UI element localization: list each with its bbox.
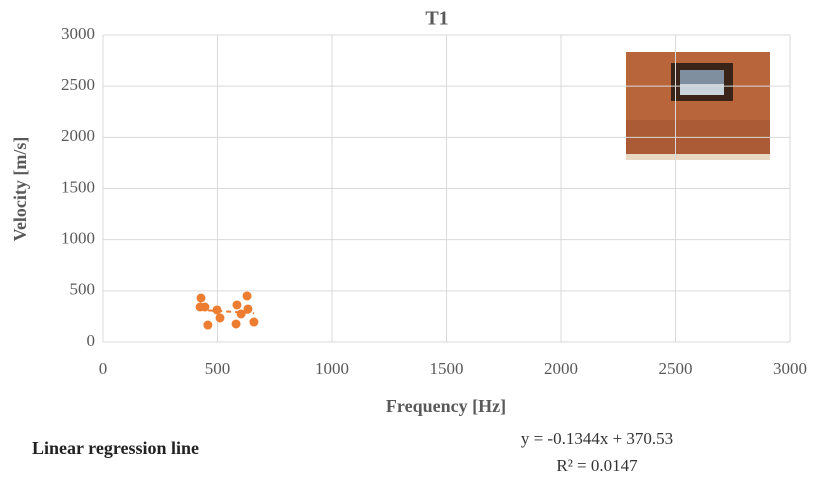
y-tick-label: 500 [70,280,96,299]
point [249,317,259,327]
x-axis-title: Frequency [Hz] [386,396,506,416]
x-tick-label: 1500 [430,359,464,378]
note: Linear regression line [32,438,199,458]
trend-line [199,308,255,315]
x-tick-label: 0 [99,359,108,378]
point [215,313,225,323]
point [203,320,213,330]
inset-photo [626,52,770,160]
x-tick-label: 1000 [315,359,349,378]
y-tick-label: 1000 [61,229,95,248]
y-tick-label: 2500 [61,75,95,94]
trend-r2: R² = 0.0147 [556,456,638,475]
point [242,291,252,301]
point [232,300,242,310]
y-tick-label: 0 [87,331,96,350]
chart-title: T1 [425,8,448,30]
y-axis-title: Velocity [m/s] [10,137,30,242]
point [231,319,241,329]
y-tick-label: 3000 [61,24,95,43]
trend-equation: y = -0.1344x + 370.53 [521,429,673,448]
x-tick-label: 500 [205,359,231,378]
point [243,304,253,314]
x-tick-label: 3000 [773,359,807,378]
x-tick-label: 2500 [659,359,693,378]
y-tick-label: 1500 [61,177,95,196]
x-tick-label: 2000 [544,359,578,378]
point [212,305,222,315]
y-tick-label: 2000 [61,126,95,145]
point [196,293,206,303]
